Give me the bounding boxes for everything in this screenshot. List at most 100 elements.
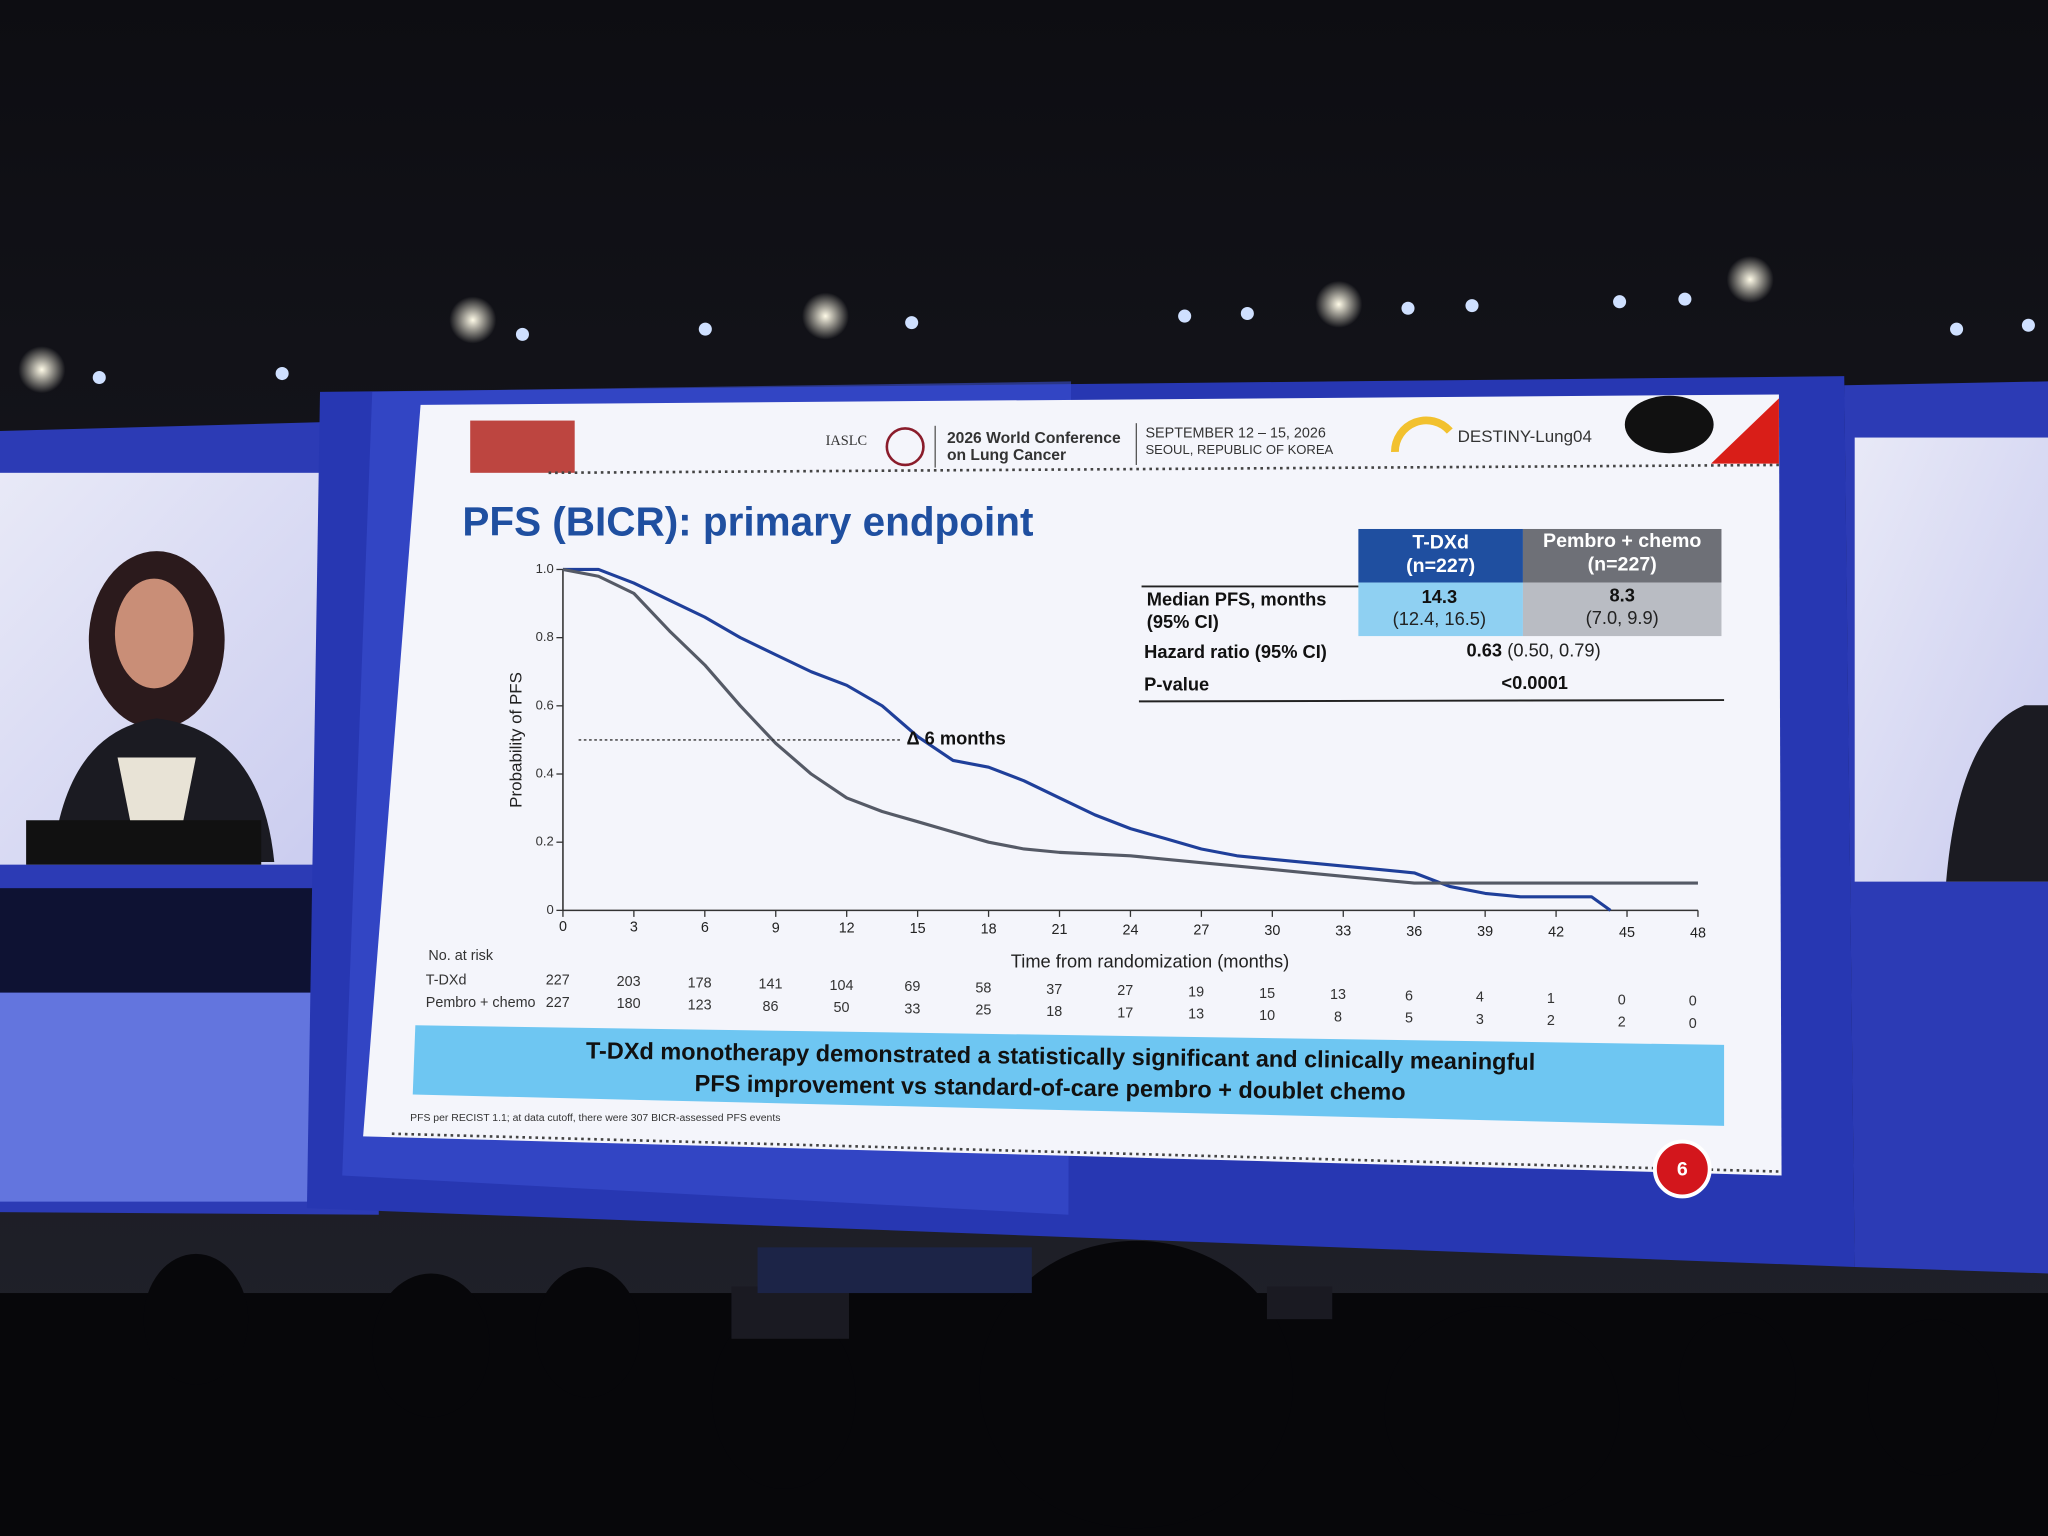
- x-tick-label: 6: [701, 920, 709, 936]
- risk-row-label: Pembro + chemo: [426, 995, 536, 1011]
- risk-count: 180: [617, 996, 641, 1012]
- x-tick-label: 36: [1406, 924, 1422, 940]
- risk-count: 86: [763, 999, 779, 1015]
- median-value: 8.3: [1610, 585, 1635, 606]
- y-axis-title: Probability of PFS: [507, 672, 526, 808]
- slide-corner-art: [470, 420, 575, 473]
- table-rule: [1138, 699, 1725, 703]
- conference-name: on Lung Cancer: [947, 447, 1066, 464]
- banner: [412, 1025, 1725, 1126]
- median-value: 14.3: [1422, 586, 1458, 607]
- table-cell: [1358, 582, 1523, 637]
- y-tick-label: 0.2: [536, 834, 554, 849]
- risk-count: 104: [829, 978, 853, 994]
- risk-count: 0: [1618, 992, 1626, 1008]
- risk-count: 5: [1405, 1011, 1413, 1027]
- table-header-cell: [1358, 528, 1523, 583]
- survival-curve: [562, 567, 1698, 885]
- row-label: (95% CI): [1147, 611, 1219, 632]
- x-tick-label: 18: [981, 921, 997, 937]
- x-tick-label: 9: [772, 920, 780, 936]
- table-header: (n=227): [1588, 554, 1657, 576]
- conference-logo: [885, 427, 925, 467]
- table-cell: [1522, 582, 1722, 637]
- left-screen-lower: [0, 888, 327, 993]
- risk-count: 15: [1259, 986, 1275, 1002]
- x-tick-label: 21: [1052, 922, 1068, 938]
- slide-corner-dark: [1624, 395, 1714, 454]
- risk-count: 227: [546, 995, 570, 1011]
- risk-count: 50: [833, 1000, 849, 1016]
- x-tick-label: 27: [1193, 923, 1209, 939]
- risk-count: 37: [1046, 982, 1062, 998]
- x-tick-label: 24: [1122, 922, 1138, 938]
- table-header: Pembro + chemo: [1543, 530, 1701, 552]
- risk-count: 6: [1405, 988, 1413, 1004]
- survival-curve: [562, 567, 1612, 912]
- x-tick-label: 3: [630, 920, 638, 936]
- risk-count: 25: [975, 1003, 991, 1019]
- median-ci: (12.4, 16.5): [1393, 608, 1486, 629]
- right-presenter: [1946, 705, 2048, 882]
- y-tick-label: 0.4: [536, 765, 554, 780]
- risk-count: 27: [1117, 983, 1133, 999]
- km-chart: 00.20.40.60.81.00 3 6 9 12 15 18 21 24 27 30 33 36 39…: [426, 561, 1706, 1032]
- hazard-ci: (0.50, 0.79): [1507, 640, 1600, 661]
- left-screen-pattern: [0, 992, 327, 1202]
- p-value: <0.0001: [1501, 672, 1568, 693]
- risk-table-title: No. at risk: [428, 948, 493, 964]
- row-label: P-value: [1144, 674, 1209, 695]
- risk-count: 2: [1547, 1013, 1555, 1029]
- row-label: Median PFS, months: [1147, 589, 1327, 610]
- conference-location: SEOUL, REPUBLIC OF KOREA: [1145, 442, 1333, 457]
- header-rule: [548, 463, 1779, 475]
- row-label: Hazard ratio (95% CI): [1144, 641, 1327, 662]
- table-header: T-DXd: [1412, 532, 1469, 554]
- x-tick-label: 39: [1477, 924, 1493, 940]
- median-ci: (7.0, 9.9): [1586, 607, 1659, 628]
- y-tick-label: 0: [547, 902, 554, 917]
- risk-count: 4: [1476, 990, 1484, 1006]
- risk-count: 18: [1046, 1004, 1062, 1020]
- x-axis-title: Time from randomization (months): [1011, 950, 1289, 971]
- risk-count: 227: [546, 973, 570, 989]
- presenter: [26, 551, 275, 865]
- footnote: PFS per RECIST 1.1; at data cutoff, ther…: [410, 1113, 780, 1124]
- slide-title: PFS (BICR): primary endpoint: [462, 499, 1033, 545]
- risk-count: 123: [688, 998, 712, 1014]
- trial-name: DESTINY-Lung04: [1458, 427, 1592, 446]
- trial-logo: [1391, 416, 1453, 453]
- page-number: 6: [1677, 1158, 1688, 1180]
- risk-count: 17: [1117, 1005, 1133, 1021]
- x-tick-label: 12: [839, 921, 855, 937]
- org-name: IASLC: [826, 433, 868, 449]
- table-header: (n=227): [1406, 555, 1475, 577]
- footer-rule: [391, 1132, 1782, 1173]
- conference-dates: SEPTEMBER 12 – 15, 2026: [1145, 425, 1325, 441]
- risk-count: 13: [1188, 1007, 1204, 1023]
- risk-count: 58: [975, 981, 991, 997]
- table-header-cell: [1522, 528, 1722, 583]
- risk-count: 0: [1689, 1016, 1697, 1032]
- x-tick-label: 33: [1335, 923, 1351, 939]
- annotation: Δ 6 months: [906, 728, 1005, 749]
- risk-count: 1: [1547, 991, 1555, 1007]
- y-tick-label: 0.6: [536, 697, 554, 712]
- risk-count: 13: [1330, 987, 1346, 1003]
- risk-count: 19: [1188, 984, 1204, 1000]
- x-tick-label: 45: [1619, 925, 1635, 941]
- results-table: T-DXd (n=227) Pembro + chemo (n=227) Med…: [1138, 528, 1725, 703]
- x-tick-label: 48: [1690, 925, 1706, 941]
- conference-name: 2026 World Conference: [947, 430, 1121, 447]
- audience: [0, 1240, 2048, 1536]
- x-tick-label: 0: [559, 919, 567, 935]
- risk-count: 8: [1334, 1009, 1342, 1025]
- y-tick-label: 1.0: [536, 561, 554, 576]
- risk-count: 178: [688, 975, 712, 991]
- risk-count: 10: [1259, 1008, 1275, 1024]
- risk-row-label: T-DXd: [426, 973, 467, 989]
- y-tick-label: 0.8: [536, 629, 554, 644]
- risk-count: 3: [1476, 1012, 1484, 1028]
